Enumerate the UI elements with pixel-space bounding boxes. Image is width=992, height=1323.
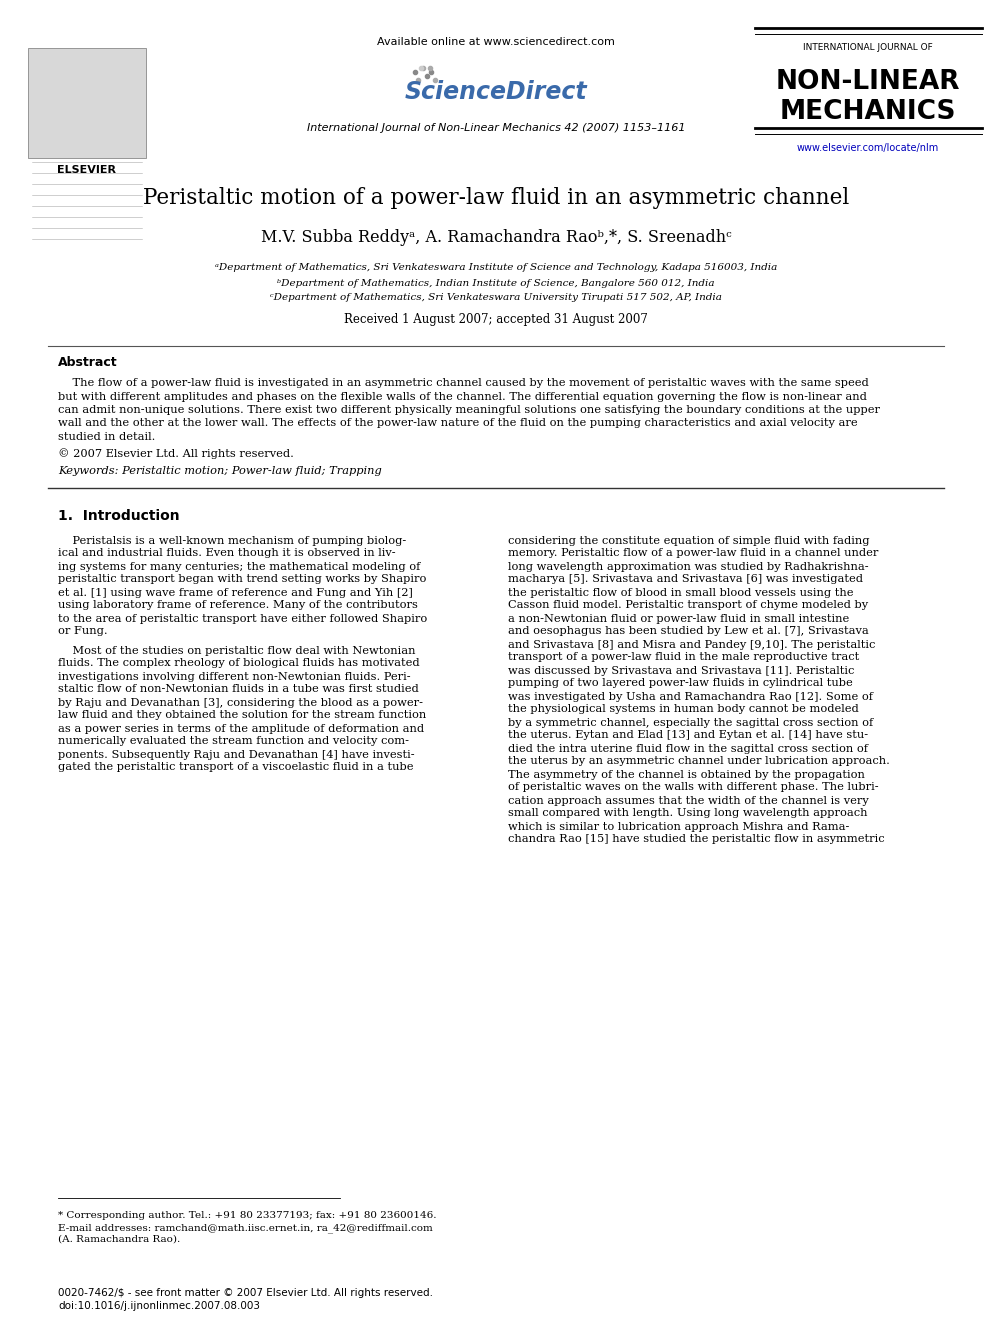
Text: NON-LINEAR: NON-LINEAR bbox=[776, 69, 960, 95]
Text: by a symmetric channel, especially the sagittal cross section of: by a symmetric channel, especially the s… bbox=[508, 717, 873, 728]
Text: studied in detail.: studied in detail. bbox=[58, 433, 156, 442]
Text: (A. Ramachandra Rao).: (A. Ramachandra Rao). bbox=[58, 1234, 181, 1244]
Text: 0020-7462/$ - see front matter © 2007 Elsevier Ltd. All rights reserved.: 0020-7462/$ - see front matter © 2007 El… bbox=[58, 1289, 433, 1298]
Text: long wavelength approximation was studied by Radhakrishna-: long wavelength approximation was studie… bbox=[508, 561, 869, 572]
Text: E-mail addresses: ramchand@math.iisc.ernet.in, ra_42@rediffmail.com: E-mail addresses: ramchand@math.iisc.ern… bbox=[58, 1222, 433, 1233]
Text: as a power series in terms of the amplitude of deformation and: as a power series in terms of the amplit… bbox=[58, 724, 425, 733]
Text: M.V. Subba Reddyᵃ, A. Ramachandra Raoᵇ,*, S. Sreenadhᶜ: M.V. Subba Reddyᵃ, A. Ramachandra Raoᵇ,*… bbox=[261, 229, 731, 246]
Text: pumping of two layered power-law fluids in cylindrical tube: pumping of two layered power-law fluids … bbox=[508, 679, 853, 688]
Text: a non-Newtonian fluid or power-law fluid in small intestine: a non-Newtonian fluid or power-law fluid… bbox=[508, 614, 849, 623]
Text: gated the peristaltic transport of a viscoelastic fluid in a tube: gated the peristaltic transport of a vis… bbox=[58, 762, 414, 773]
Text: * Corresponding author. Tel.: +91 80 23377193; fax: +91 80 23600146.: * Corresponding author. Tel.: +91 80 233… bbox=[58, 1211, 436, 1220]
Text: law fluid and they obtained the solution for the stream function: law fluid and they obtained the solution… bbox=[58, 710, 427, 721]
Text: the physiological systems in human body cannot be modeled: the physiological systems in human body … bbox=[508, 705, 859, 714]
Text: small compared with length. Using long wavelength approach: small compared with length. Using long w… bbox=[508, 808, 867, 819]
Text: was discussed by Srivastava and Srivastava [11]. Peristaltic: was discussed by Srivastava and Srivasta… bbox=[508, 665, 854, 676]
Text: the peristaltic flow of blood in small blood vessels using the: the peristaltic flow of blood in small b… bbox=[508, 587, 853, 598]
Text: which is similar to lubrication approach Mishra and Rama-: which is similar to lubrication approach… bbox=[508, 822, 849, 831]
Text: Most of the studies on peristaltic flow deal with Newtonian: Most of the studies on peristaltic flow … bbox=[58, 646, 416, 655]
Text: Peristaltic motion of a power-law fluid in an asymmetric channel: Peristaltic motion of a power-law fluid … bbox=[143, 187, 849, 209]
Text: of peristaltic waves on the walls with different phase. The lubri-: of peristaltic waves on the walls with d… bbox=[508, 782, 879, 792]
Text: ᵃDepartment of Mathematics, Sri Venkateswara Institute of Science and Technology: ᵃDepartment of Mathematics, Sri Venkates… bbox=[215, 263, 777, 273]
Text: considering the constitute equation of simple fluid with fading: considering the constitute equation of s… bbox=[508, 536, 870, 545]
Text: chandra Rao [15] have studied the peristaltic flow in asymmetric: chandra Rao [15] have studied the perist… bbox=[508, 835, 885, 844]
Text: The flow of a power-law fluid is investigated in an asymmetric channel caused by: The flow of a power-law fluid is investi… bbox=[58, 378, 869, 388]
Text: memory. Peristaltic flow of a power-law fluid in a channel under: memory. Peristaltic flow of a power-law … bbox=[508, 549, 878, 558]
Text: Abstract: Abstract bbox=[58, 356, 118, 369]
Text: or Fung.: or Fung. bbox=[58, 627, 107, 636]
Text: macharya [5]. Srivastava and Srivastava [6] was investigated: macharya [5]. Srivastava and Srivastava … bbox=[508, 574, 863, 585]
Text: the uterus by an asymmetric channel under lubrication approach.: the uterus by an asymmetric channel unde… bbox=[508, 757, 890, 766]
Text: died the intra uterine fluid flow in the sagittal cross section of: died the intra uterine fluid flow in the… bbox=[508, 744, 868, 754]
Text: ing systems for many centuries; the mathematical modeling of: ing systems for many centuries; the math… bbox=[58, 561, 421, 572]
Text: wall and the other at the lower wall. The effects of the power-law nature of the: wall and the other at the lower wall. Th… bbox=[58, 418, 858, 429]
Text: the uterus. Eytan and Elad [13] and Eytan et al. [14] have stu-: the uterus. Eytan and Elad [13] and Eyta… bbox=[508, 730, 868, 741]
Text: ScienceDirect: ScienceDirect bbox=[405, 79, 587, 105]
Text: 1.  Introduction: 1. Introduction bbox=[58, 509, 180, 524]
Text: numerically evaluated the stream function and velocity com-: numerically evaluated the stream functio… bbox=[58, 737, 409, 746]
Text: www.elsevier.com/locate/nlm: www.elsevier.com/locate/nlm bbox=[797, 143, 939, 153]
Text: by Raju and Devanathan [3], considering the blood as a power-: by Raju and Devanathan [3], considering … bbox=[58, 697, 423, 708]
Text: Available online at www.sciencedirect.com: Available online at www.sciencedirect.co… bbox=[377, 37, 615, 48]
Text: ponents. Subsequently Raju and Devanathan [4] have investi-: ponents. Subsequently Raju and Devanatha… bbox=[58, 750, 415, 759]
Text: Received 1 August 2007; accepted 31 August 2007: Received 1 August 2007; accepted 31 Augu… bbox=[344, 314, 648, 327]
Text: Casson fluid model. Peristaltic transport of chyme modeled by: Casson fluid model. Peristaltic transpor… bbox=[508, 601, 868, 610]
Text: MECHANICS: MECHANICS bbox=[780, 99, 956, 124]
Text: and Srivastava [8] and Misra and Pandey [9,10]. The peristaltic: and Srivastava [8] and Misra and Pandey … bbox=[508, 639, 875, 650]
Text: Peristalsis is a well-known mechanism of pumping biolog-: Peristalsis is a well-known mechanism of… bbox=[58, 536, 407, 545]
Text: cation approach assumes that the width of the channel is very: cation approach assumes that the width o… bbox=[508, 795, 869, 806]
Text: doi:10.1016/j.ijnonlinmec.2007.08.003: doi:10.1016/j.ijnonlinmec.2007.08.003 bbox=[58, 1301, 260, 1311]
Text: fluids. The complex rheology of biological fluids has motivated: fluids. The complex rheology of biologic… bbox=[58, 659, 420, 668]
Text: The asymmetry of the channel is obtained by the propagation: The asymmetry of the channel is obtained… bbox=[508, 770, 865, 779]
Text: was investigated by Usha and Ramachandra Rao [12]. Some of: was investigated by Usha and Ramachandra… bbox=[508, 692, 873, 701]
Text: to the area of peristaltic transport have either followed Shapiro: to the area of peristaltic transport hav… bbox=[58, 614, 428, 623]
Text: © 2007 Elsevier Ltd. All rights reserved.: © 2007 Elsevier Ltd. All rights reserved… bbox=[58, 448, 294, 459]
Text: peristaltic transport began with trend setting works by Shapiro: peristaltic transport began with trend s… bbox=[58, 574, 427, 585]
Text: and oesophagus has been studied by Lew et al. [7], Srivastava: and oesophagus has been studied by Lew e… bbox=[508, 627, 869, 636]
Text: et al. [1] using wave frame of reference and Fung and Yih [2]: et al. [1] using wave frame of reference… bbox=[58, 587, 413, 598]
Text: ELSEVIER: ELSEVIER bbox=[58, 165, 116, 175]
Text: investigations involving different non-Newtonian fluids. Peri-: investigations involving different non-N… bbox=[58, 672, 411, 681]
Text: can admit non-unique solutions. There exist two different physically meaningful : can admit non-unique solutions. There ex… bbox=[58, 405, 880, 415]
Text: Keywords: Peristaltic motion; Power-law fluid; Trapping: Keywords: Peristaltic motion; Power-law … bbox=[58, 466, 382, 475]
Text: but with different amplitudes and phases on the flexible walls of the channel. T: but with different amplitudes and phases… bbox=[58, 392, 867, 401]
Text: staltic flow of non-Newtonian fluids in a tube was first studied: staltic flow of non-Newtonian fluids in … bbox=[58, 684, 419, 695]
Text: INTERNATIONAL JOURNAL OF: INTERNATIONAL JOURNAL OF bbox=[804, 44, 932, 53]
Text: using laboratory frame of reference. Many of the contributors: using laboratory frame of reference. Man… bbox=[58, 601, 418, 610]
Text: ᶜDepartment of Mathematics, Sri Venkateswara University Tirupati 517 502, AP, In: ᶜDepartment of Mathematics, Sri Venkates… bbox=[270, 294, 722, 303]
Text: ᵇDepartment of Mathematics, Indian Institute of Science, Bangalore 560 012, Indi: ᵇDepartment of Mathematics, Indian Insti… bbox=[277, 279, 715, 287]
Text: ical and industrial fluids. Even though it is observed in liv-: ical and industrial fluids. Even though … bbox=[58, 549, 396, 558]
FancyBboxPatch shape bbox=[28, 48, 146, 157]
Text: transport of a power-law fluid in the male reproductive tract: transport of a power-law fluid in the ma… bbox=[508, 652, 859, 663]
Text: International Journal of Non-Linear Mechanics 42 (2007) 1153–1161: International Journal of Non-Linear Mech… bbox=[307, 123, 685, 134]
